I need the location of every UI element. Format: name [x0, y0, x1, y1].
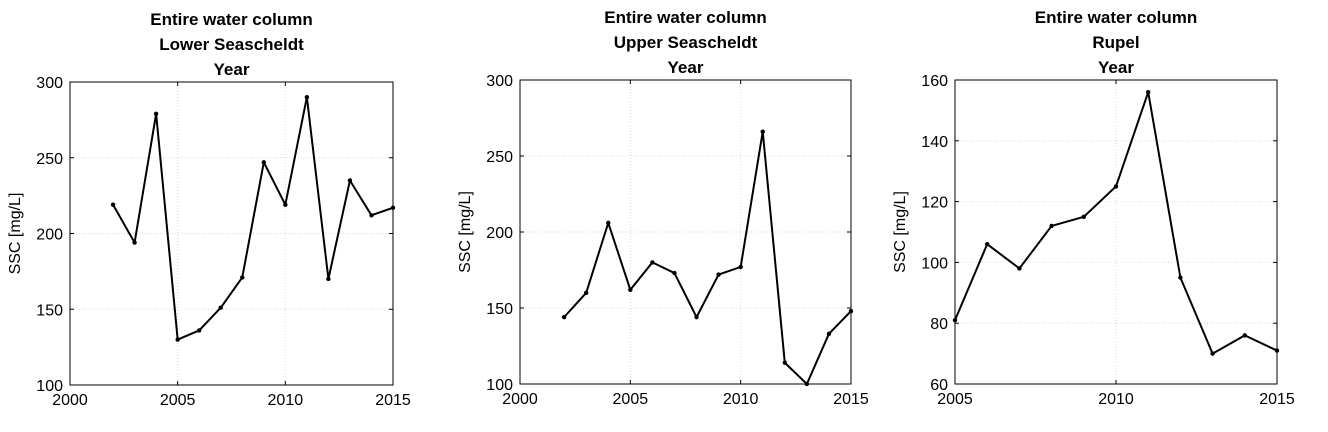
chart-2-data-point-11 [804, 381, 810, 387]
chart-2-y-tick-label-2: 200 [486, 225, 513, 242]
chart-2-y-tick-label-0: 100 [486, 377, 513, 394]
chart-3-y-axis-label: SSC [mg/L] [892, 191, 909, 273]
chart-1-y-tick-label-0: 100 [36, 378, 63, 395]
chart-1-data-point-9 [304, 94, 310, 100]
chart-2-series-line [563, 130, 852, 385]
chart-2-title-line-2: Upper Seascheldt [614, 33, 758, 52]
chart-2-data-point-1 [584, 290, 589, 295]
chart-2-title-line-3: Year [668, 58, 704, 77]
chart-3-x-tick-label-2: 2015 [1259, 391, 1295, 408]
chart-2-data-point-9 [760, 129, 765, 134]
chart-3-x-tick-label-1: 2010 [1098, 391, 1134, 408]
chart-2-data-point-2 [606, 220, 611, 226]
chart-3-data-point-3 [1049, 223, 1054, 229]
chart-1-data-point-8 [283, 202, 288, 207]
chart-3-data-point-4 [1081, 214, 1087, 219]
chart-1-data-point-10 [326, 276, 331, 282]
chart-2-x-tick-label-2: 2010 [723, 391, 759, 408]
chart-3-y-tick-label-5: 160 [921, 73, 948, 90]
chart-1-data-point-12 [369, 213, 374, 218]
chart-1-title-line-2: Lower Seascheldt [159, 35, 304, 54]
chart-2-data-point-5 [672, 270, 677, 276]
chart-1-data-point-0 [110, 202, 116, 207]
chart-2-title-line-1: Entire water column [604, 8, 766, 27]
chart-3-data-point-0 [952, 317, 958, 323]
chart-1-y-tick-label-4: 300 [36, 75, 63, 92]
chart-1-data-point-1 [132, 240, 137, 245]
chart-2-x-tick-label-1: 2005 [613, 391, 649, 408]
chart-3-y-tick-label-3: 120 [921, 195, 948, 212]
chart-3-y-tick-label-0: 60 [930, 377, 948, 394]
chart-2-y-axis-label: SSC [mg/L] [457, 191, 474, 273]
chart-2-data-point-4 [650, 260, 655, 265]
chart-2-y-tick-label-1: 150 [486, 301, 513, 318]
chart-1-data-point-4 [197, 328, 202, 333]
chart-1-y-tick-label-1: 150 [36, 302, 63, 319]
chart-3-data-point-5 [1113, 184, 1119, 189]
chart-1-y-axis-label: SSC [mg/L] [7, 193, 24, 275]
chart-2-data-point-0 [561, 314, 567, 320]
chart-1-series-line [112, 96, 394, 341]
chart-1-data-point-6 [240, 275, 245, 280]
chart-3-data-point-8 [1210, 351, 1215, 356]
chart-1-y-tick-label-2: 200 [36, 227, 63, 244]
chart-3-title-line-1: Entire water column [1035, 8, 1197, 27]
chart-2-data-point-6 [694, 314, 699, 320]
chart-2-data-point-10 [782, 360, 787, 365]
chart-3-data-point-10 [1274, 348, 1280, 353]
chart-2-data-point-13 [848, 308, 854, 314]
chart-3-data-point-9 [1242, 333, 1248, 338]
chart-3-title-line-2: Rupel [1092, 33, 1139, 52]
chart-1-data-point-2 [153, 111, 159, 117]
chart-2-data-point-7 [716, 272, 721, 277]
chart-1-data-point-11 [347, 178, 353, 183]
chart-2-data-point-8 [738, 264, 743, 270]
chart-2-data-point-3 [628, 287, 633, 292]
chart-1-title-line-3: Year [214, 60, 250, 79]
chart-3-y-tick-label-1: 80 [930, 316, 948, 333]
chart-3-data-point-1 [985, 241, 990, 247]
chart-1-y-tick-label-3: 250 [36, 151, 63, 168]
chart-2-data-point-12 [826, 331, 832, 337]
chart-2-y-tick-label-3: 250 [486, 149, 513, 166]
chart-1-x-tick-label-3: 2015 [375, 392, 411, 409]
chart-1-x-tick-label-2: 2010 [268, 392, 304, 409]
chart-1-data-point-7 [261, 160, 266, 165]
chart-1-x-tick-label-0: 2000 [52, 392, 88, 409]
chart-2-x-tick-label-3: 2015 [833, 391, 869, 408]
chart-2-x-tick-label-0: 2000 [502, 391, 538, 408]
chart-3-x-tick-label-0: 2005 [937, 391, 973, 408]
chart-3-y-tick-label-4: 140 [921, 134, 948, 151]
chart-1-data-point-5 [218, 305, 223, 310]
chart-3-data-point-2 [1017, 266, 1022, 271]
chart-1-data-point-3 [175, 337, 180, 342]
chart-1-x-tick-label-1: 2005 [160, 392, 196, 409]
chart-3-y-tick-label-2: 100 [921, 255, 948, 272]
chart-1-data-point-13 [390, 205, 396, 210]
chart-3-data-point-6 [1146, 89, 1151, 95]
chart-2-y-tick-label-4: 300 [486, 73, 513, 90]
chart-1-title-line-1: Entire water column [150, 10, 312, 29]
chart-3-data-point-7 [1178, 275, 1183, 280]
chart-3-title-line-3: Year [1098, 58, 1134, 77]
